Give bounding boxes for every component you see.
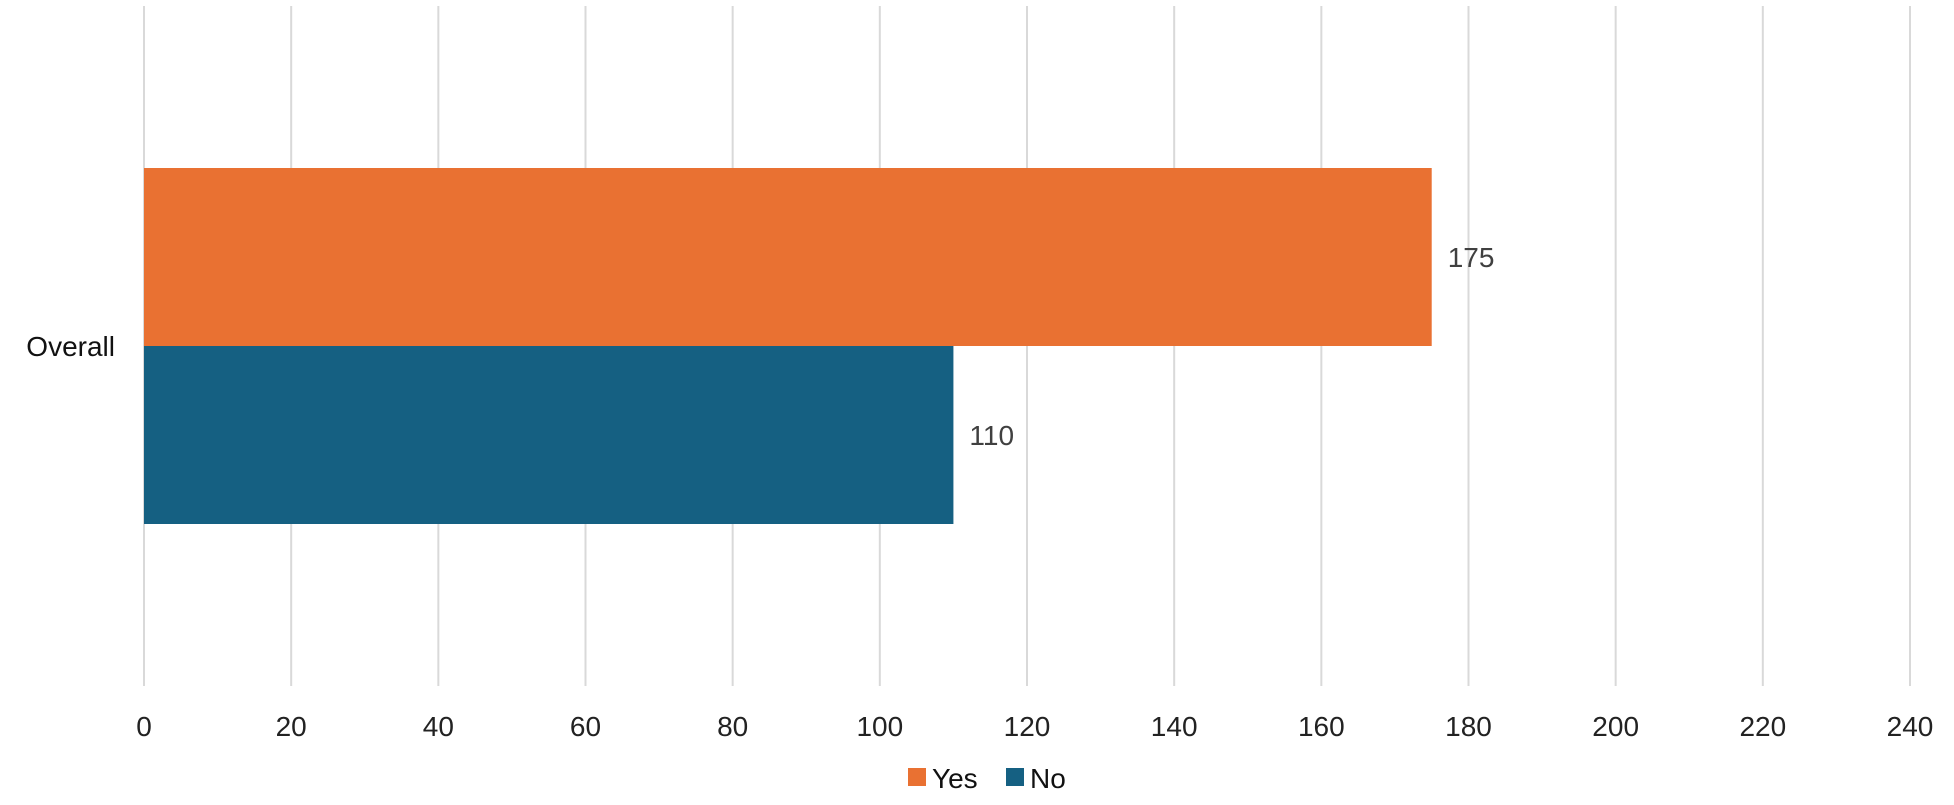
x-axis: 0 20 40 60 80 100 120 140 160 180 200 220 240 (136, 711, 1933, 742)
data-label-no: 110 (969, 420, 1014, 451)
x-tick-label: 220 (1739, 711, 1786, 742)
x-tick-label: 60 (570, 711, 601, 742)
legend-swatch-no (1006, 768, 1024, 786)
x-tick-label: 20 (276, 711, 307, 742)
category-label: Overall (26, 331, 115, 362)
x-tick-label: 120 (1004, 711, 1051, 742)
legend-swatch-yes (908, 768, 926, 786)
x-tick-label: 80 (717, 711, 748, 742)
data-label-yes: 175 (1448, 242, 1495, 273)
bar-yes (144, 168, 1432, 346)
x-tick-label: 100 (856, 711, 903, 742)
x-tick-label: 40 (423, 711, 454, 742)
bar-no (144, 346, 954, 524)
x-tick-label: 140 (1151, 711, 1198, 742)
y-axis: Overall (26, 331, 115, 362)
legend: Yes No (908, 763, 1066, 794)
x-tick-label: 0 (136, 711, 152, 742)
legend-label-yes: Yes (932, 763, 978, 794)
x-tick-label: 160 (1298, 711, 1345, 742)
x-tick-label: 180 (1445, 711, 1492, 742)
data-labels: 175 110 (969, 242, 1494, 451)
legend-label-no: No (1030, 763, 1066, 794)
x-tick-label: 240 (1887, 711, 1934, 742)
x-tick-label: 200 (1592, 711, 1639, 742)
bars (144, 168, 1432, 524)
